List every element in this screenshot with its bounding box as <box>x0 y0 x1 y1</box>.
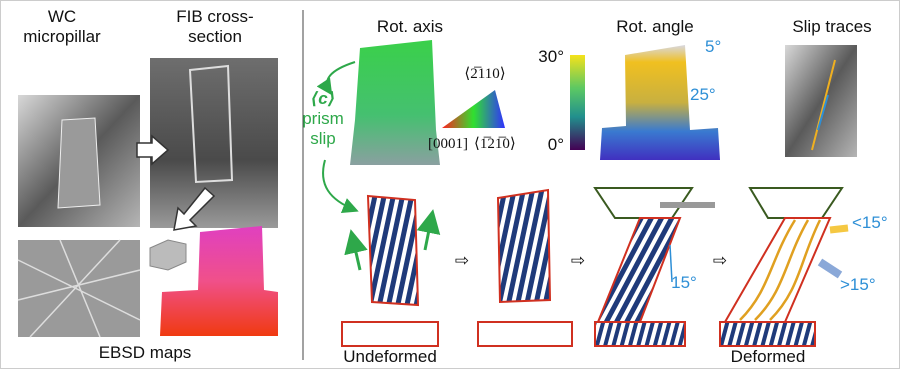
line: slip <box>310 129 336 148</box>
line: WC <box>48 7 76 26</box>
colorbar-label: 0° <box>548 135 564 154</box>
base <box>342 322 438 346</box>
figure: WCmicropillar FIB cross-section EBSD map… <box>0 0 900 369</box>
pillar <box>368 196 418 305</box>
label-arrow <box>830 228 848 230</box>
direction-label: [0001] <box>428 136 468 152</box>
ebsd-label: EBSD maps <box>99 343 192 362</box>
direction-label: ⟨2̅110⟩ <box>464 66 505 82</box>
rot-axis-title: Rot. axis <box>377 17 443 36</box>
ebsd-pattern <box>18 240 140 337</box>
colorbar-label: 30° <box>538 47 564 66</box>
step-arrow: ⇨ <box>713 251 727 270</box>
stage-label: Deformed <box>731 347 806 366</box>
base <box>478 322 572 346</box>
angle-label: 15° <box>671 273 697 292</box>
direction-label: ⟨1̅21̅0⟩ <box>474 136 516 152</box>
base <box>595 322 685 346</box>
angle-annotation: 5° <box>705 37 721 56</box>
colorbar <box>570 55 585 150</box>
angle-label: >15° <box>840 275 876 294</box>
slip-traces-image <box>785 45 857 157</box>
step-arrow: ⇨ <box>455 251 469 270</box>
step-arrow: ⇨ <box>571 251 585 270</box>
line: FIB cross- <box>176 7 253 26</box>
page: {"left": {"pillar_label": ["WC", "microp… <box>0 0 900 369</box>
line: ⟨c⟩ <box>311 89 336 108</box>
fib-image <box>150 58 278 228</box>
stage-label: Undeformed <box>343 347 437 366</box>
base <box>720 322 815 346</box>
line: section <box>188 27 242 46</box>
pillar-shape <box>58 118 100 208</box>
pillar <box>498 190 550 302</box>
line: micropillar <box>23 27 101 46</box>
angle-label: <15° <box>852 213 888 232</box>
line: prism <box>302 109 344 128</box>
angle-annotation: 25° <box>690 85 716 104</box>
slip-traces-title: Slip traces <box>792 17 871 36</box>
rot-angle-title: Rot. angle <box>616 17 694 36</box>
rot-axis-map <box>350 40 440 165</box>
